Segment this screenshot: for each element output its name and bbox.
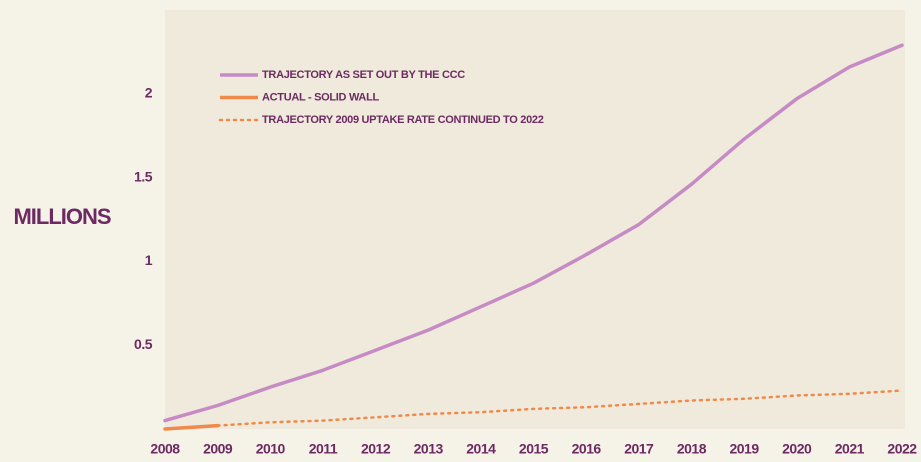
- plot-area: [165, 10, 905, 429]
- x-tick-label: 2021: [835, 441, 865, 457]
- x-tick-label: 2011: [309, 441, 338, 457]
- x-tick-label: 2018: [677, 441, 707, 457]
- y-tick-label: 0.5: [134, 336, 153, 352]
- x-tick-label: 2015: [519, 441, 549, 457]
- x-tick-label: 2017: [624, 441, 654, 457]
- x-tick-label: 2009: [203, 441, 233, 457]
- legend-label: TRAJECTORY 2009 UPTAKE RATE CONTINUED TO…: [262, 114, 544, 126]
- x-tick-label: 2020: [782, 441, 812, 457]
- series-line: [163, 43, 904, 423]
- y-tick-label: 2: [145, 85, 153, 101]
- x-tick-label: 2014: [466, 441, 496, 457]
- x-tick-label: 2010: [256, 441, 286, 457]
- x-tick-label: 2019: [729, 441, 759, 457]
- series-line: [216, 389, 904, 427]
- y-tick-label: 1.5: [134, 168, 153, 184]
- x-tick-label: 2013: [414, 441, 444, 457]
- legend-label: TRAJECTORY AS SET OUT BY THE CCC: [262, 69, 465, 81]
- y-tick-label: 1: [145, 252, 153, 268]
- x-tick-label: 2016: [572, 441, 602, 457]
- legend-label: ACTUAL - SOLID WALL: [262, 91, 379, 103]
- x-tick-label: 2008: [150, 441, 180, 457]
- x-tick-label: 2022: [887, 441, 917, 457]
- y-axis-label: MILLIONS: [13, 204, 110, 229]
- series-line: [163, 423, 220, 431]
- x-tick-label: 2012: [361, 441, 391, 457]
